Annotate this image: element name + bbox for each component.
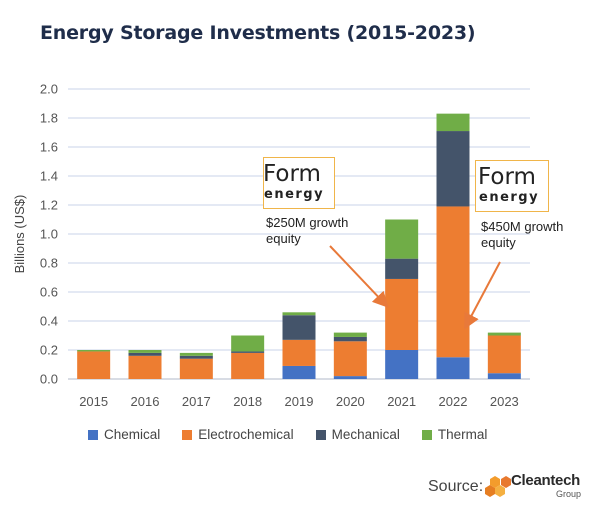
annotation-line: equity — [266, 231, 301, 246]
bar-chemical-2022 — [436, 357, 470, 379]
x-tick-label: 2023 — [490, 394, 519, 409]
bar-mechanical-2022 — [436, 131, 470, 207]
bar-thermal-2020 — [333, 332, 367, 337]
y-axis-label: Billions (US$) — [12, 195, 27, 274]
x-tick-label: 2016 — [131, 394, 160, 409]
legend-swatch — [182, 429, 193, 440]
y-tick-label: 1.4 — [40, 169, 58, 184]
legend-label: Thermal — [437, 427, 488, 442]
x-tick-label: 2020 — [336, 394, 365, 409]
y-tick-label: 0.6 — [40, 285, 58, 300]
source-brand-sub: Group — [556, 489, 582, 499]
bar-mechanical-2020 — [333, 336, 367, 342]
bar-thermal-2016 — [128, 350, 162, 353]
bar-electrochemical-2019 — [282, 339, 316, 366]
y-axis-ticks: 0.0 0.2 0.4 0.6 0.8 1.0 1.2 1.4 1.6 1.8 2.0 — [40, 82, 58, 387]
chart-legend: Chemical Electrochemical Mechanical Ther… — [88, 427, 487, 442]
annotation-text-2021: $250M growth equity — [266, 215, 348, 247]
bar-thermal-2023 — [487, 332, 521, 336]
bar-electrochemical-2017 — [179, 358, 213, 379]
bar-thermal-2019 — [282, 312, 316, 316]
x-axis-ticks: 2015 2016 2017 2018 2019 2020 2021 2022 2023 — [79, 394, 519, 409]
y-tick-label: 0.2 — [40, 343, 58, 358]
annotation-arrow-2021 — [329, 245, 389, 308]
bar-thermal-2018 — [231, 335, 265, 352]
legend-item-thermal: Thermal — [421, 427, 488, 442]
bar-chemical-2019 — [282, 365, 316, 379]
bar-thermal-2015 — [77, 350, 111, 352]
annotation-line: $450M growth — [481, 219, 564, 234]
bar-chemical-2023 — [487, 373, 521, 379]
bar-mechanical-2018 — [231, 351, 265, 353]
bar-mechanical-2019 — [282, 315, 316, 340]
annotation-line: $250M growth — [266, 215, 349, 230]
annotation-line: equity — [481, 235, 516, 250]
legend-label: Electrochemical — [198, 427, 294, 442]
x-tick-label: 2022 — [439, 394, 468, 409]
bar-chemical-2021 — [385, 350, 419, 379]
bar-electrochemical-2018 — [231, 352, 265, 379]
form-energy-logo-2021: Form energy — [263, 157, 335, 209]
bar-electrochemical-2023 — [487, 335, 521, 374]
x-tick-label: 2015 — [79, 394, 108, 409]
annotation-arrows — [329, 245, 501, 330]
bar-mechanical-2016 — [128, 352, 162, 356]
chart-title: Energy Storage Investments (2015-2023) — [40, 22, 476, 44]
legend-label: Chemical — [104, 427, 161, 442]
bar-electrochemical-2021 — [385, 278, 419, 350]
source-brand: Cleantech — [511, 472, 580, 489]
y-tick-label: 2.0 — [40, 82, 58, 97]
x-tick-label: 2017 — [182, 394, 211, 409]
bar-mechanical-2017 — [179, 355, 213, 359]
bar-chemical-2020 — [333, 376, 367, 379]
y-tick-label: 0.0 — [40, 372, 58, 387]
legend-swatch — [421, 429, 432, 440]
source-label: Source: — [428, 478, 484, 495]
x-tick-label: 2019 — [285, 394, 314, 409]
bar-electrochemical-2016 — [128, 355, 162, 379]
y-tick-label: 0.8 — [40, 256, 58, 271]
logo-word-energy: energy — [264, 187, 325, 202]
logo-word-form: Form — [478, 164, 536, 190]
logo-word-energy: energy — [479, 190, 540, 205]
legend-swatch — [88, 429, 98, 440]
y-tick-label: 0.4 — [40, 314, 58, 329]
y-tick-label: 1.6 — [40, 140, 58, 155]
legend-label: Mechanical — [331, 427, 400, 442]
annotation-text-2022: $450M growth equity — [481, 219, 563, 251]
bar-mechanical-2021 — [385, 258, 419, 279]
bar-electrochemical-2015 — [77, 351, 111, 379]
form-energy-logo-2022: Form energy — [475, 160, 549, 212]
legend-item-electrochemical: Electrochemical — [182, 427, 294, 442]
bar-thermal-2017 — [179, 352, 213, 356]
y-tick-label: 1.0 — [40, 227, 58, 242]
legend-swatch — [315, 429, 326, 440]
annotation-arrow-2022 — [464, 261, 501, 330]
y-tick-label: 1.8 — [40, 111, 58, 126]
legend-item-mechanical: Mechanical — [315, 427, 400, 442]
bar-thermal-2021 — [385, 219, 419, 259]
x-tick-label: 2021 — [387, 394, 416, 409]
bars — [77, 113, 521, 379]
logo-word-form: Form — [263, 161, 321, 187]
cleantech-hexagon-icon — [485, 476, 511, 497]
bar-thermal-2022 — [436, 113, 470, 132]
bar-electrochemical-2020 — [333, 341, 367, 377]
legend-item-chemical: Chemical — [88, 427, 160, 442]
x-tick-label: 2018 — [233, 394, 262, 409]
y-tick-label: 1.2 — [40, 198, 58, 213]
bar-electrochemical-2022 — [436, 206, 470, 358]
